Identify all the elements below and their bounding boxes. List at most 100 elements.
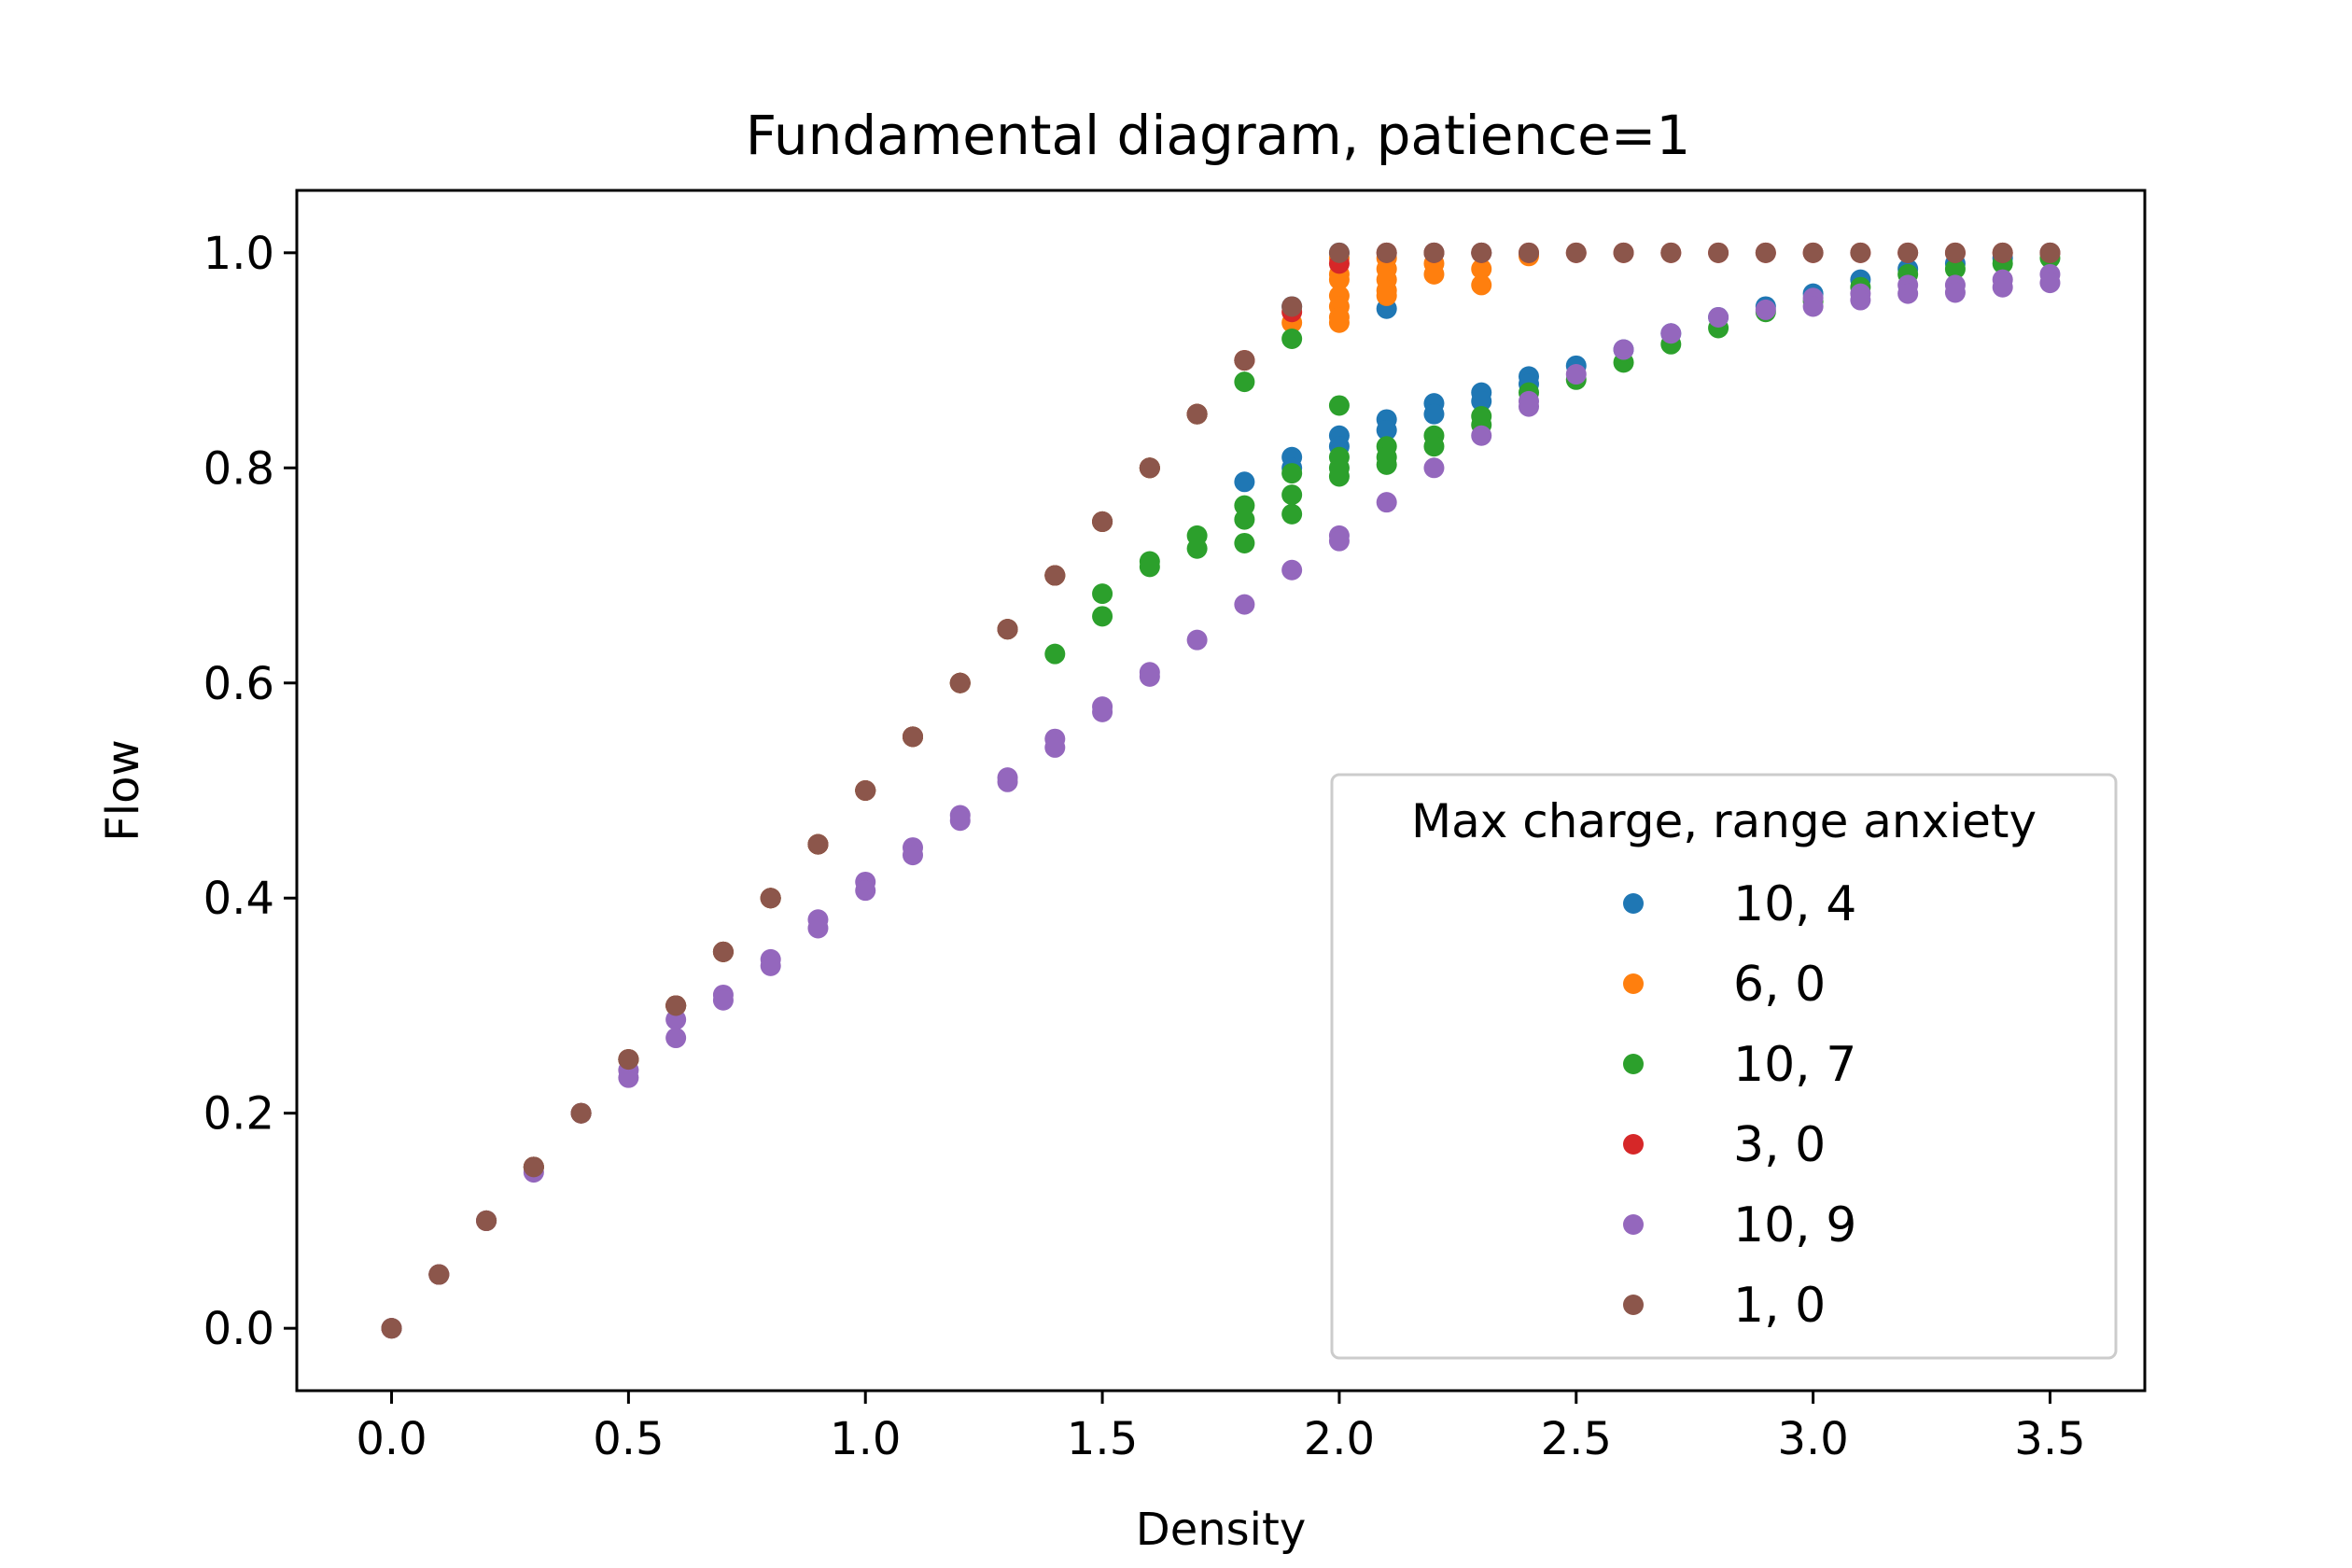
data-point: [1471, 274, 1492, 296]
data-point: [1328, 395, 1350, 416]
data-point: [618, 1067, 639, 1088]
legend-items: 10, 4 6, 0 10, 7 3, 0 10, 9 1, 0: [1623, 876, 1856, 1334]
data-point: [1471, 242, 1492, 263]
data-point: [1802, 242, 1824, 263]
data-point: [1234, 594, 1255, 615]
data-point: [1944, 282, 1966, 303]
data-point: [1519, 396, 1539, 417]
data-point: [1044, 643, 1066, 665]
data-point: [1281, 329, 1303, 350]
data-point: [807, 917, 829, 939]
x-tick-label: 0.0: [356, 1413, 427, 1465]
data-point: [1328, 269, 1350, 290]
data-point: [665, 995, 687, 1016]
data-point: [1186, 403, 1208, 425]
data-point: [1186, 538, 1208, 559]
data-point: [1376, 242, 1397, 263]
data-point: [1992, 242, 2013, 263]
legend-entry-label: 10, 4: [1733, 876, 1856, 932]
data-point: [903, 845, 923, 866]
data-point: [949, 672, 971, 693]
data-point: [760, 955, 781, 976]
x-tick-label: 2.5: [1541, 1413, 1612, 1465]
legend-entry-label: 6, 0: [1733, 957, 1826, 1013]
plot-marks: [381, 242, 2061, 1339]
data-point: [1660, 242, 1682, 263]
data-point: [1328, 242, 1350, 263]
legend-entry-label: 3, 0: [1733, 1117, 1826, 1173]
y-axis-label: Flow: [97, 739, 149, 842]
data-point: [1376, 285, 1397, 306]
x-tick-label: 0.5: [593, 1413, 664, 1465]
x-tick-label: 3.0: [1777, 1413, 1848, 1465]
chart-title: Fundamental diagram, patience=1: [746, 104, 1691, 167]
data-point: [1660, 323, 1682, 344]
data-point: [1471, 259, 1492, 280]
data-point: [1139, 665, 1160, 687]
data-point: [1234, 471, 1255, 493]
data-point: [1281, 503, 1303, 525]
y-tick-label: 0.6: [203, 658, 274, 710]
data-point: [1897, 242, 1919, 263]
data-point: [712, 941, 734, 962]
data-point: [1092, 583, 1113, 605]
data-point: [1092, 606, 1113, 627]
data-point: [1423, 436, 1445, 457]
data-point: [760, 888, 781, 909]
data-point: [381, 1318, 402, 1339]
data-point: [1565, 364, 1587, 385]
data-point: [476, 1210, 497, 1231]
data-point: [855, 780, 876, 801]
data-point: [1423, 457, 1445, 479]
data-point: [949, 810, 971, 832]
legend-entry-label: 10, 9: [1733, 1197, 1856, 1253]
data-point: [1281, 463, 1303, 484]
legend-marker: [1623, 973, 1644, 994]
data-point: [1234, 532, 1255, 553]
data-point: [1944, 259, 1966, 280]
legend: Max charge, range anxiety 10, 4 6, 0 10, 7…: [1330, 773, 2118, 1360]
x-tick-label: 1.5: [1067, 1413, 1138, 1465]
data-point: [665, 1028, 687, 1049]
legend-marker: [1623, 1295, 1644, 1315]
legend-marker: [1623, 1214, 1644, 1235]
data-point: [1376, 419, 1397, 441]
x-tick-label: 2.0: [1304, 1413, 1375, 1465]
data-point: [523, 1156, 544, 1178]
data-point: [1423, 242, 1445, 263]
data-point: [1186, 629, 1208, 651]
data-point: [1755, 242, 1776, 263]
y-tick-label: 0.8: [203, 442, 274, 495]
data-point: [1281, 296, 1303, 317]
data-point: [997, 771, 1018, 792]
data-point: [1519, 242, 1539, 263]
data-point: [1850, 289, 1871, 311]
data-point: [1423, 263, 1445, 285]
legend-title: Max charge, range anxiety: [1411, 794, 2037, 848]
data-point: [1613, 242, 1634, 263]
data-point: [1802, 296, 1824, 317]
data-point: [1565, 242, 1587, 263]
data-point: [1234, 350, 1255, 371]
data-point: [1992, 276, 2013, 298]
data-point: [712, 989, 734, 1011]
data-point: [1708, 306, 1729, 328]
plot-frame: [295, 189, 2147, 1393]
y-tick-label: 0.0: [203, 1303, 274, 1355]
x-tick-label: 1.0: [830, 1413, 901, 1465]
legend-marker: [1623, 893, 1644, 914]
data-point: [2039, 242, 2061, 263]
y-axis: 0.0 0.2 0.4 0.6 0.8 1.0: [203, 228, 297, 1355]
data-point: [1092, 511, 1113, 532]
data-point: [1755, 299, 1776, 320]
data-point: [1328, 530, 1350, 552]
data-point: [1139, 556, 1160, 578]
legend-box: [1330, 773, 2118, 1360]
legend-marker: [1623, 1134, 1644, 1155]
x-tick-label: 3.5: [2014, 1413, 2085, 1465]
data-point: [1044, 736, 1066, 758]
legend-entry-label: 1, 0: [1733, 1278, 1826, 1334]
data-point: [1044, 565, 1066, 586]
data-point: [807, 833, 829, 855]
